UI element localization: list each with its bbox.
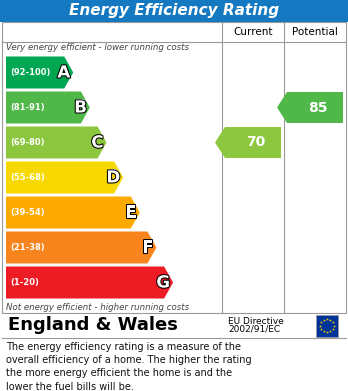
Text: G: G xyxy=(156,273,170,292)
Text: A: A xyxy=(57,63,70,81)
Text: (92-100): (92-100) xyxy=(10,68,50,77)
Polygon shape xyxy=(6,267,173,298)
Text: EU Directive: EU Directive xyxy=(228,317,284,326)
Polygon shape xyxy=(6,57,73,88)
Text: (21-38): (21-38) xyxy=(10,243,45,252)
Text: Not energy efficient - higher running costs: Not energy efficient - higher running co… xyxy=(6,303,189,312)
Polygon shape xyxy=(215,127,281,158)
Text: (39-54): (39-54) xyxy=(10,208,45,217)
Text: England & Wales: England & Wales xyxy=(8,316,178,334)
Text: (1-20): (1-20) xyxy=(10,278,39,287)
Text: D: D xyxy=(106,169,120,187)
Text: (69-80): (69-80) xyxy=(10,138,45,147)
Text: (81-91): (81-91) xyxy=(10,103,45,112)
Text: E: E xyxy=(125,203,137,221)
Bar xyxy=(0,0,348,22)
Text: B: B xyxy=(74,99,87,117)
Text: F: F xyxy=(142,239,153,256)
Text: The energy efficiency rating is a measure of the
overall efficiency of a home. T: The energy efficiency rating is a measur… xyxy=(6,342,252,391)
Polygon shape xyxy=(6,161,123,194)
Text: 2002/91/EC: 2002/91/EC xyxy=(228,325,280,334)
Polygon shape xyxy=(277,92,343,123)
Text: F: F xyxy=(142,239,153,256)
Text: Energy Efficiency Rating: Energy Efficiency Rating xyxy=(69,4,279,18)
Text: A: A xyxy=(57,63,70,81)
Text: 70: 70 xyxy=(246,136,266,149)
Text: 85: 85 xyxy=(308,100,328,115)
Text: Very energy efficient - lower running costs: Very energy efficient - lower running co… xyxy=(6,43,189,52)
Text: (55-68): (55-68) xyxy=(10,173,45,182)
Polygon shape xyxy=(6,231,157,264)
Text: E: E xyxy=(125,203,137,221)
Text: Current: Current xyxy=(233,27,273,37)
Text: G: G xyxy=(156,273,170,292)
Polygon shape xyxy=(6,127,106,158)
Bar xyxy=(2,22,346,313)
Text: B: B xyxy=(74,99,87,117)
Polygon shape xyxy=(6,197,140,228)
Text: Potential: Potential xyxy=(292,27,338,37)
Bar xyxy=(316,314,338,337)
Polygon shape xyxy=(6,91,90,124)
Text: C: C xyxy=(91,133,103,151)
Text: C: C xyxy=(91,133,103,151)
Text: D: D xyxy=(106,169,120,187)
